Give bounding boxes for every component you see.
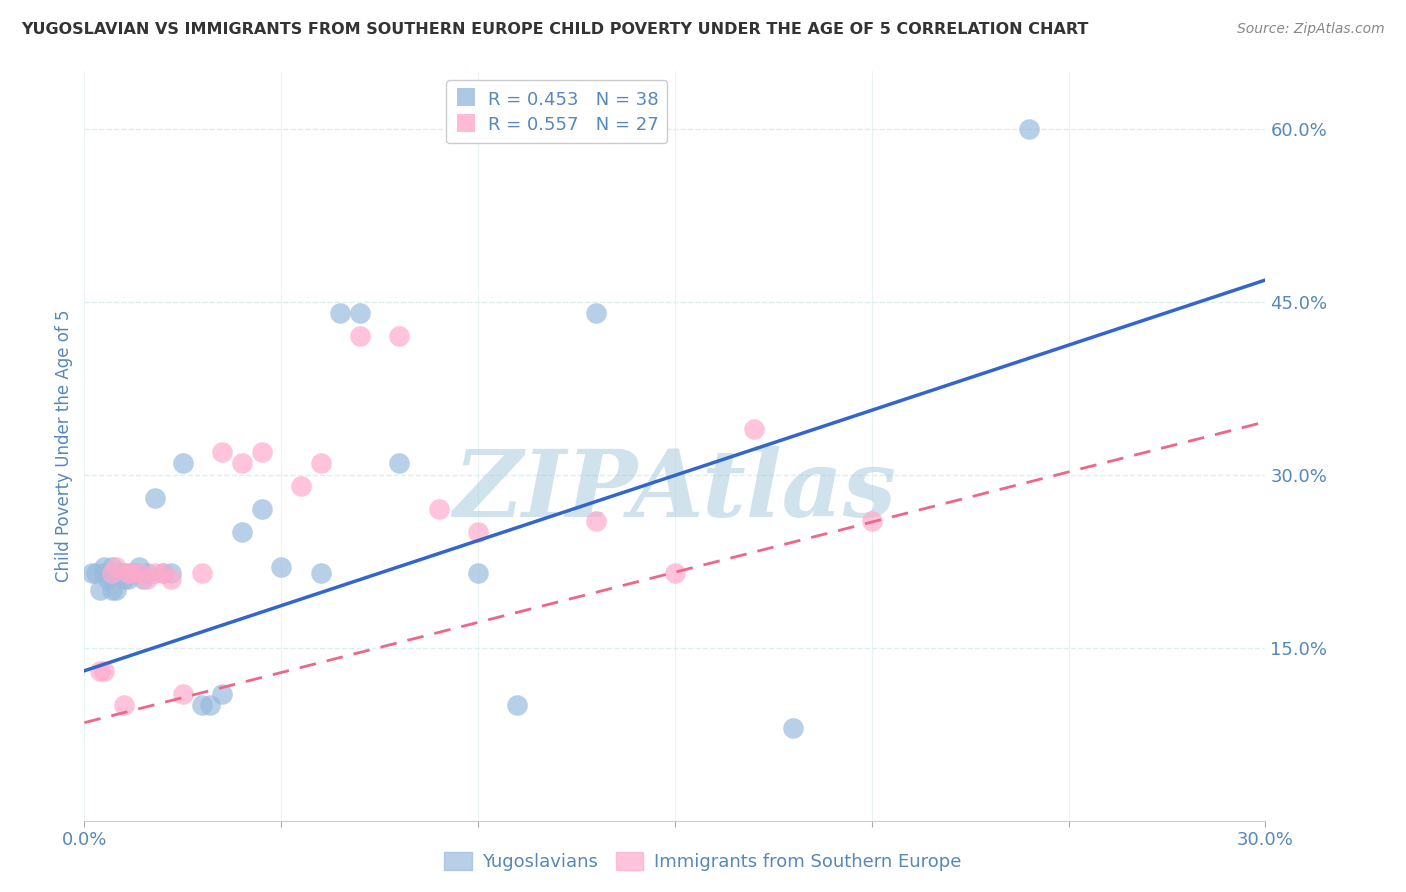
Point	[121, 566, 143, 580]
Point	[309, 566, 332, 580]
Text: Source: ZipAtlas.com: Source: ZipAtlas.com	[1237, 22, 1385, 37]
Point	[93, 560, 115, 574]
Point	[211, 444, 233, 458]
Point	[1018, 122, 1040, 136]
Point	[290, 479, 312, 493]
Point	[136, 572, 159, 586]
Legend: R = 0.453   N = 38, R = 0.557   N = 27: R = 0.453 N = 38, R = 0.557 N = 27	[446, 80, 668, 144]
Point	[250, 444, 273, 458]
Point	[191, 698, 214, 713]
Text: YUGOSLAVIAN VS IMMIGRANTS FROM SOUTHERN EUROPE CHILD POVERTY UNDER THE AGE OF 5 : YUGOSLAVIAN VS IMMIGRANTS FROM SOUTHERN …	[21, 22, 1088, 37]
Point	[467, 525, 489, 540]
Point	[84, 566, 107, 580]
Point	[172, 687, 194, 701]
Point	[152, 566, 174, 580]
Point	[250, 502, 273, 516]
Point	[388, 329, 411, 343]
Point	[117, 566, 139, 580]
Point	[427, 502, 450, 516]
Point	[117, 572, 139, 586]
Point	[101, 583, 124, 598]
Point	[231, 456, 253, 470]
Point	[121, 566, 143, 580]
Point	[143, 566, 166, 580]
Y-axis label: Child Poverty Under the Age of 5: Child Poverty Under the Age of 5	[55, 310, 73, 582]
Point	[329, 306, 352, 320]
Point	[128, 566, 150, 580]
Point	[191, 566, 214, 580]
Point	[160, 572, 183, 586]
Point	[108, 566, 131, 580]
Point	[93, 566, 115, 580]
Point	[172, 456, 194, 470]
Point	[82, 566, 104, 580]
Point	[506, 698, 529, 713]
Point	[101, 566, 124, 580]
Point	[349, 306, 371, 320]
Point	[664, 566, 686, 580]
Point	[104, 566, 127, 580]
Legend: Yugoslavians, Immigrants from Southern Europe: Yugoslavians, Immigrants from Southern E…	[437, 845, 969, 879]
Point	[160, 566, 183, 580]
Point	[89, 583, 111, 598]
Point	[101, 560, 124, 574]
Point	[231, 525, 253, 540]
Point	[97, 572, 120, 586]
Point	[467, 566, 489, 580]
Point	[860, 514, 883, 528]
Point	[104, 583, 127, 598]
Point	[200, 698, 222, 713]
Point	[270, 560, 292, 574]
Text: ZIPAtlas: ZIPAtlas	[453, 446, 897, 536]
Point	[128, 560, 150, 574]
Point	[782, 722, 804, 736]
Point	[152, 566, 174, 580]
Point	[132, 572, 155, 586]
Point	[309, 456, 332, 470]
Point	[143, 491, 166, 505]
Point	[136, 566, 159, 580]
Point	[585, 306, 607, 320]
Point	[89, 664, 111, 678]
Point	[104, 560, 127, 574]
Point	[93, 664, 115, 678]
Point	[388, 456, 411, 470]
Point	[349, 329, 371, 343]
Point	[742, 422, 765, 436]
Point	[112, 698, 135, 713]
Point	[124, 566, 146, 580]
Point	[112, 572, 135, 586]
Point	[112, 566, 135, 580]
Point	[585, 514, 607, 528]
Point	[211, 687, 233, 701]
